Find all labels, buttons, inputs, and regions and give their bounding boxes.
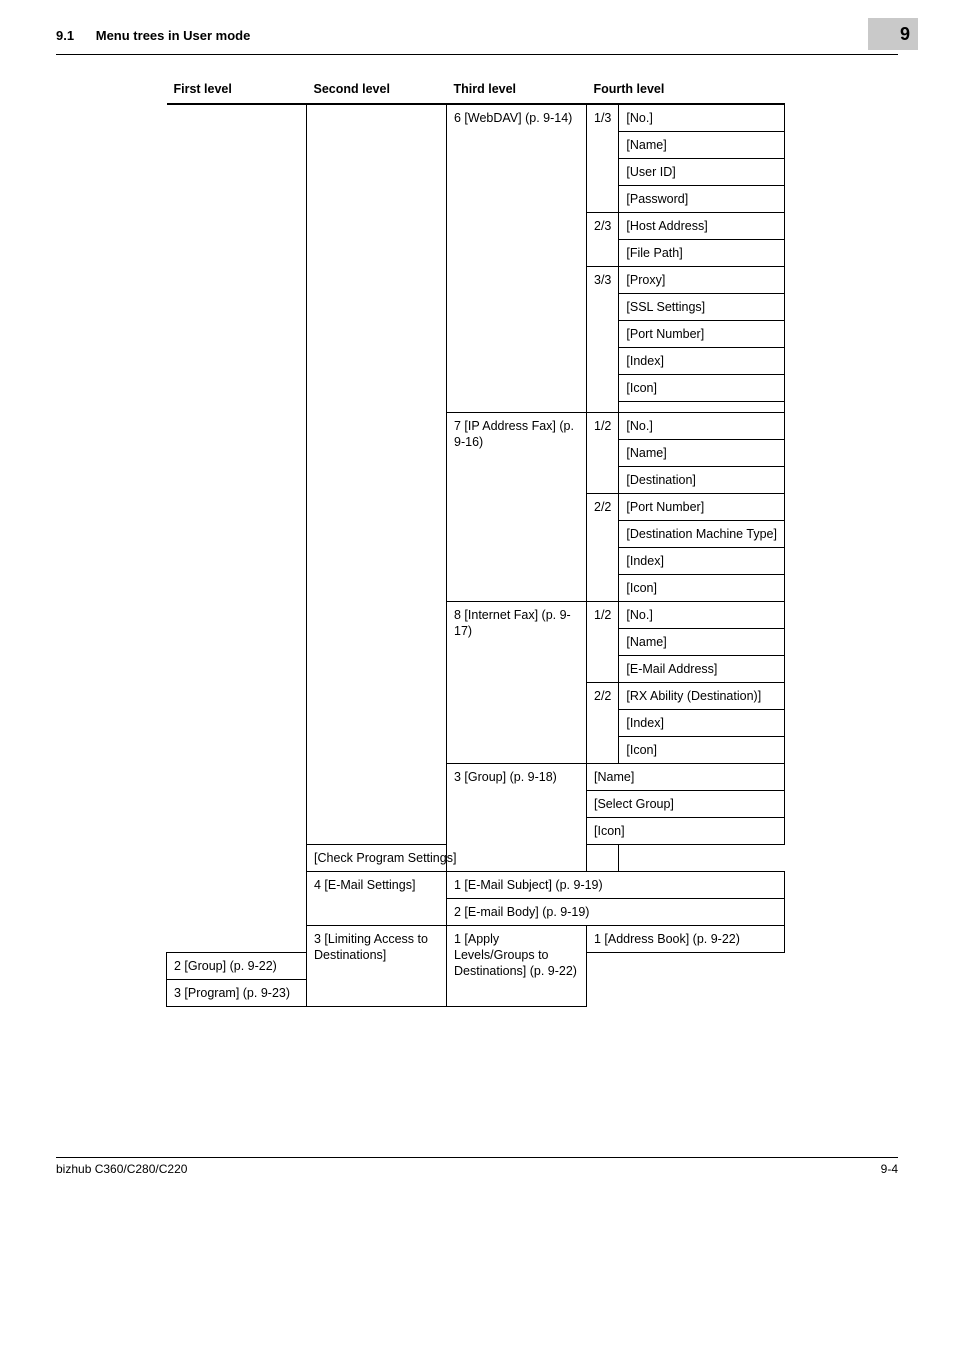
- third-email-subject: 1 [E-Mail Subject] (p. 9-19): [447, 872, 785, 899]
- item-icon-spacer: [619, 402, 785, 413]
- col-second-level: Second level: [307, 79, 447, 104]
- item-portnum: [Port Number]: [619, 321, 785, 348]
- item-index-if: [Index]: [619, 710, 785, 737]
- item-name: [Name]: [619, 132, 785, 159]
- item-dest-ip: [Destination]: [619, 467, 785, 494]
- header-rule: [56, 54, 898, 55]
- item-index: [Index]: [619, 348, 785, 375]
- page-container: 9.1 Menu trees in User mode 9 First leve…: [0, 0, 954, 1216]
- item-no: [No.]: [619, 104, 785, 132]
- page-2of2-if: 2/2: [587, 683, 619, 764]
- third-webdav: 6 [WebDAV] (p. 9-14): [447, 104, 587, 413]
- second-level-empty: [307, 104, 447, 845]
- col-first-level: First level: [167, 79, 307, 104]
- third-group-name: [Name]: [587, 764, 785, 791]
- item-destmachine-ip: [Destination Machine Type]: [619, 521, 785, 548]
- item-proxy: [Proxy]: [619, 267, 785, 294]
- menu-tree-table: First level Second level Third level Fou…: [166, 79, 785, 1007]
- third-ipfax: 7 [IP Address Fax] (p. 9-16): [447, 413, 587, 602]
- item-ssl: [SSL Settings]: [619, 294, 785, 321]
- third-group-icon: [Icon]: [587, 818, 785, 845]
- item-hostaddr: [Host Address]: [619, 213, 785, 240]
- section-title: Menu trees in User mode: [96, 28, 251, 43]
- third-email-body: 2 [E-mail Body] (p. 9-19): [447, 899, 785, 926]
- section-number: 9.1: [56, 28, 74, 43]
- item-name-ip: [Name]: [619, 440, 785, 467]
- page-2of2-ip: 2/2: [587, 494, 619, 602]
- third-ifax: 8 [Internet Fax] (p. 9-17): [447, 602, 587, 764]
- item-name-if: [Name]: [619, 629, 785, 656]
- page-3of3: 3/3: [587, 267, 619, 413]
- col-third-level: Third level: [447, 79, 587, 104]
- footer-pagenum: 9-4: [881, 1162, 898, 1176]
- item-emailaddr-if: [E-Mail Address]: [619, 656, 785, 683]
- item-userid: [User ID]: [619, 159, 785, 186]
- item-no-ip: [No.]: [619, 413, 785, 440]
- item-filepath: [File Path]: [619, 240, 785, 267]
- third-group-select: [Select Group]: [587, 791, 785, 818]
- page-1of3: 1/3: [587, 104, 619, 213]
- item-rxability-if: [RX Ability (Destination)]: [619, 683, 785, 710]
- third-group-check: [Check Program Settings]: [307, 845, 619, 872]
- item-no-if: [No.]: [619, 602, 785, 629]
- item-password: [Password]: [619, 186, 785, 213]
- footer-model: bizhub C360/C280/C220: [56, 1162, 187, 1176]
- page-2of3: 2/3: [587, 213, 619, 267]
- item-icon: [Icon]: [619, 375, 785, 402]
- third-limit-addr: 1 [Address Book] (p. 9-22): [587, 926, 785, 953]
- page-1of2-ip: 1/2: [587, 413, 619, 494]
- col-fourth-level: Fourth level: [587, 79, 785, 104]
- item-index-ip: [Index]: [619, 548, 785, 575]
- second-email: 4 [E-Mail Settings]: [307, 872, 447, 926]
- item-portnum-ip: [Port Number]: [619, 494, 785, 521]
- third-limit-program: 3 [Program] (p. 9-23): [167, 980, 587, 1007]
- chapter-badge: 9: [868, 18, 918, 50]
- page-1of2-if: 1/2: [587, 602, 619, 683]
- item-icon-ip: [Icon]: [619, 575, 785, 602]
- first-level-empty: [167, 104, 307, 953]
- item-icon-if: [Icon]: [619, 737, 785, 764]
- section-header: 9.1 Menu trees in User mode: [56, 28, 250, 43]
- page-header: 9.1 Menu trees in User mode 9: [56, 28, 898, 50]
- page-footer: bizhub C360/C280/C220 9-4: [56, 1157, 898, 1176]
